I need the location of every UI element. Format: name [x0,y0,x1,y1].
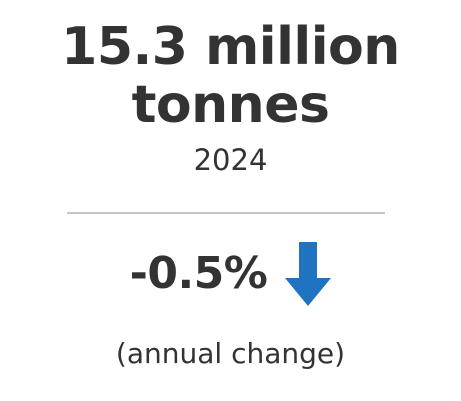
arrow-down-icon [285,242,332,306]
headline-value: 15.3 million [61,17,400,77]
change-row: -0.5% [0,238,461,310]
year-label: 2024 [193,143,268,177]
annual-change-caption: (annual change) [115,337,346,370]
headline-unit: tonnes [131,75,330,135]
annual-change-value: -0.5% [129,248,268,299]
divider [67,212,385,214]
